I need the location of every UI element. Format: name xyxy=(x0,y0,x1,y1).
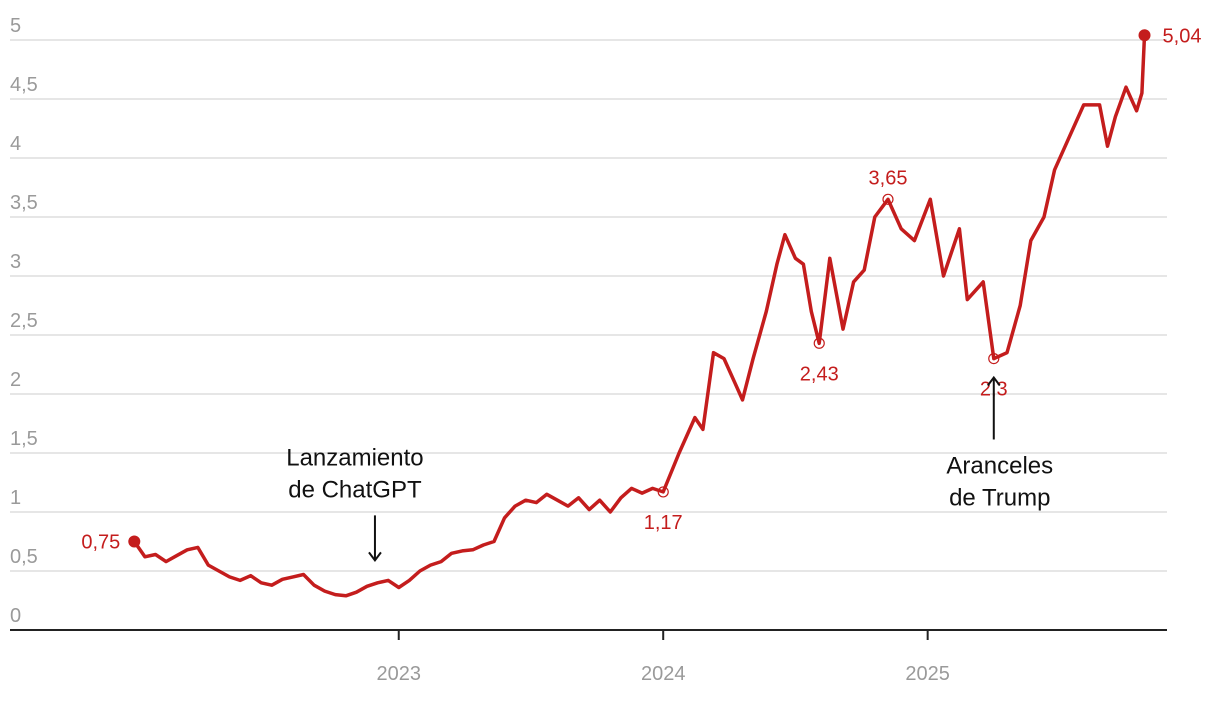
y-tick-label: 4 xyxy=(10,133,21,155)
x-tick-label: 2023 xyxy=(377,663,422,685)
point-label: 0,75 xyxy=(81,532,120,554)
y-tick-label: 1 xyxy=(10,487,21,509)
arrow-head xyxy=(368,551,382,563)
annotation-text: de Trump xyxy=(949,484,1050,511)
y-tick-label: 5 xyxy=(10,15,21,37)
y-tick-label: 2 xyxy=(10,369,21,391)
annotation-text: de ChatGPT xyxy=(288,476,422,503)
y-tick-label: 4,5 xyxy=(10,74,38,96)
y-tick-label: 3,5 xyxy=(10,192,38,214)
x-tick-label: 2025 xyxy=(905,663,950,685)
y-tick-label: 0,5 xyxy=(10,546,38,568)
arrow-head xyxy=(986,375,1001,387)
point-marker xyxy=(813,337,825,349)
line-series xyxy=(132,35,1147,598)
point-marker xyxy=(988,353,1000,365)
y-tick-label: 2,5 xyxy=(10,310,38,332)
point-label: 3,65 xyxy=(869,167,908,189)
point-label: 5,04 xyxy=(1163,25,1202,47)
annotation-text: Aranceles xyxy=(946,452,1053,479)
y-tick-label: 1,5 xyxy=(10,428,38,450)
point-marker xyxy=(657,486,669,498)
point-label: 2,43 xyxy=(800,363,839,385)
annotation-text: Lanzamiento xyxy=(286,444,423,471)
y-tick-label: 3 xyxy=(10,251,21,273)
point-label: 1,17 xyxy=(644,512,683,534)
point-marker xyxy=(128,535,141,548)
y-tick-label: 0 xyxy=(10,605,21,627)
point-marker xyxy=(882,193,894,205)
point-marker xyxy=(1138,29,1151,42)
x-tick-label: 2024 xyxy=(641,663,686,685)
